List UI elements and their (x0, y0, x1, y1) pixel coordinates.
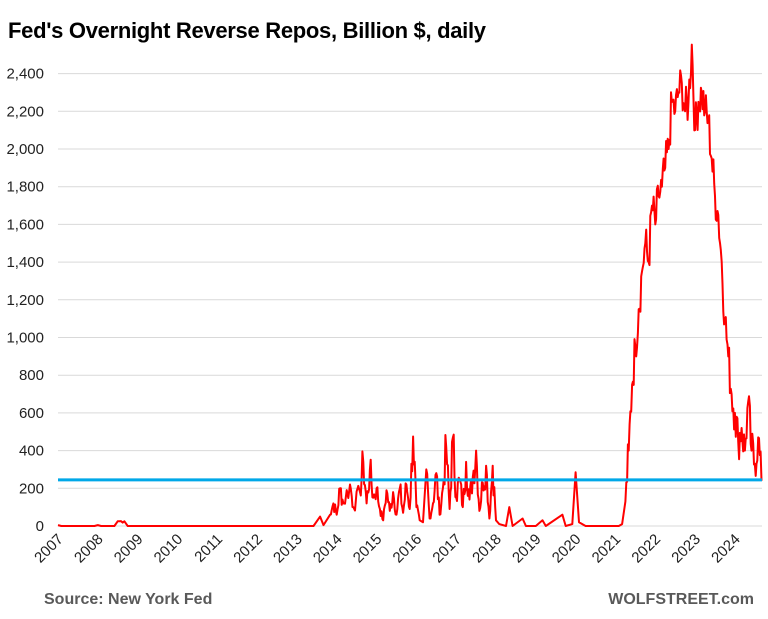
x-tick-label: 2018 (469, 531, 505, 567)
x-tick-label: 2015 (350, 531, 386, 567)
y-tick-label: 200 (19, 480, 44, 497)
y-tick-label: 600 (19, 405, 44, 422)
y-tick-label: 2,200 (6, 103, 44, 120)
x-tick-label: 2024 (708, 531, 744, 567)
y-tick-label: 400 (19, 443, 44, 460)
x-tick-label: 2008 (71, 531, 107, 567)
x-tick-label: 2019 (509, 531, 545, 567)
y-tick-label: 800 (19, 367, 44, 384)
x-tick-label: 2012 (230, 531, 266, 567)
x-tick-label: 2016 (390, 531, 426, 567)
brand-logo: WOLFSTREET.com (608, 591, 754, 608)
x-tick-label: 2009 (111, 531, 147, 567)
y-tick-label: 1,800 (6, 179, 44, 196)
x-tick-label: 2020 (549, 531, 585, 567)
y-tick-label: 2,000 (6, 141, 44, 158)
x-tick-label: 2010 (151, 531, 187, 567)
series-line (57, 43, 763, 527)
x-tick-label: 2022 (628, 531, 664, 567)
y-tick-label: 1,400 (6, 254, 44, 271)
y-tick-label: 2,400 (6, 66, 44, 83)
x-tick-label: 2021 (589, 531, 625, 567)
x-tick-label: 2013 (270, 531, 306, 567)
y-tick-label: 1,200 (6, 292, 44, 309)
y-tick-label: 1,000 (6, 330, 44, 347)
x-tick-label: 2017 (429, 531, 465, 567)
chart-title: Fed's Overnight Reverse Repos, Billion $… (8, 18, 486, 43)
x-tick-label: 2011 (191, 531, 226, 566)
x-tick-label: 2014 (310, 531, 346, 567)
source-note: Source: New York Fed (44, 591, 213, 608)
x-tick-label: 2023 (668, 531, 704, 567)
x-tick-label: 2007 (31, 531, 67, 567)
y-tick-label: 0 (36, 518, 44, 535)
y-tick-label: 1,600 (6, 216, 44, 233)
